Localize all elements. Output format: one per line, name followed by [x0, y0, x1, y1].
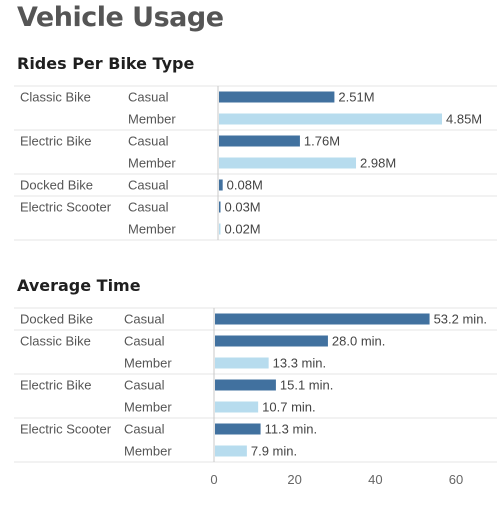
data-label: 13.3 min. [273, 356, 326, 371]
data-bar [219, 157, 357, 169]
segment-label: Casual [124, 422, 165, 437]
data-bar [215, 445, 247, 457]
data-label: 11.3 min. [265, 422, 318, 437]
data-label: 2.98M [360, 156, 396, 171]
segment-label: Casual [128, 200, 169, 215]
data-label: 0.08M [227, 178, 263, 193]
segment-label: Casual [124, 378, 165, 393]
data-bar [215, 335, 328, 347]
category-label: Electric Scooter [20, 422, 112, 437]
data-label: 1.76M [304, 134, 340, 149]
segment-label: Member [128, 112, 176, 127]
category-label: Classic Bike [20, 334, 91, 349]
segment-label: Member [128, 222, 176, 237]
time-chart-title: Average Time [17, 276, 141, 295]
segment-label: Member [124, 444, 172, 459]
x-tick-label: 60 [449, 472, 463, 487]
data-label: 4.85M [446, 112, 482, 127]
data-bar [215, 313, 430, 325]
segment-label: Member [124, 356, 172, 371]
segment-label: Member [128, 156, 176, 171]
data-bar [215, 379, 276, 391]
data-label: 7.9 min. [251, 444, 297, 459]
data-label: 15.1 min. [280, 378, 333, 393]
category-label: Electric Bike [20, 378, 92, 393]
data-label: 10.7 min. [262, 400, 315, 415]
category-label: Electric Scooter [20, 200, 112, 215]
data-label: 0.03M [225, 200, 261, 215]
category-label: Classic Bike [20, 90, 91, 105]
category-label: Docked Bike [20, 178, 93, 193]
x-tick-label: 20 [287, 472, 301, 487]
data-label: 2.51M [338, 90, 374, 105]
data-bar [215, 401, 259, 413]
data-bar [219, 113, 442, 125]
data-bar [219, 179, 223, 191]
data-label: 28.0 min. [332, 334, 385, 349]
data-label: 53.2 min. [434, 312, 487, 327]
x-tick-label: 40 [368, 472, 382, 487]
segment-label: Casual [128, 178, 169, 193]
data-bar [215, 357, 269, 369]
segment-label: Casual [128, 90, 169, 105]
data-bar [215, 423, 261, 435]
page-title: Vehicle Usage [17, 2, 224, 33]
data-bar [219, 91, 335, 103]
data-bar [219, 223, 221, 235]
segment-label: Casual [128, 134, 169, 149]
category-label: Electric Bike [20, 134, 92, 149]
data-label: 0.02M [225, 222, 261, 237]
segment-label: Casual [124, 312, 165, 327]
x-tick-label: 0 [210, 472, 217, 487]
data-bar [219, 135, 300, 147]
category-label: Docked Bike [20, 312, 93, 327]
data-bar [219, 201, 221, 213]
segment-label: Casual [124, 334, 165, 349]
segment-label: Member [124, 400, 172, 415]
rides-chart-title: Rides Per Bike Type [17, 54, 195, 73]
